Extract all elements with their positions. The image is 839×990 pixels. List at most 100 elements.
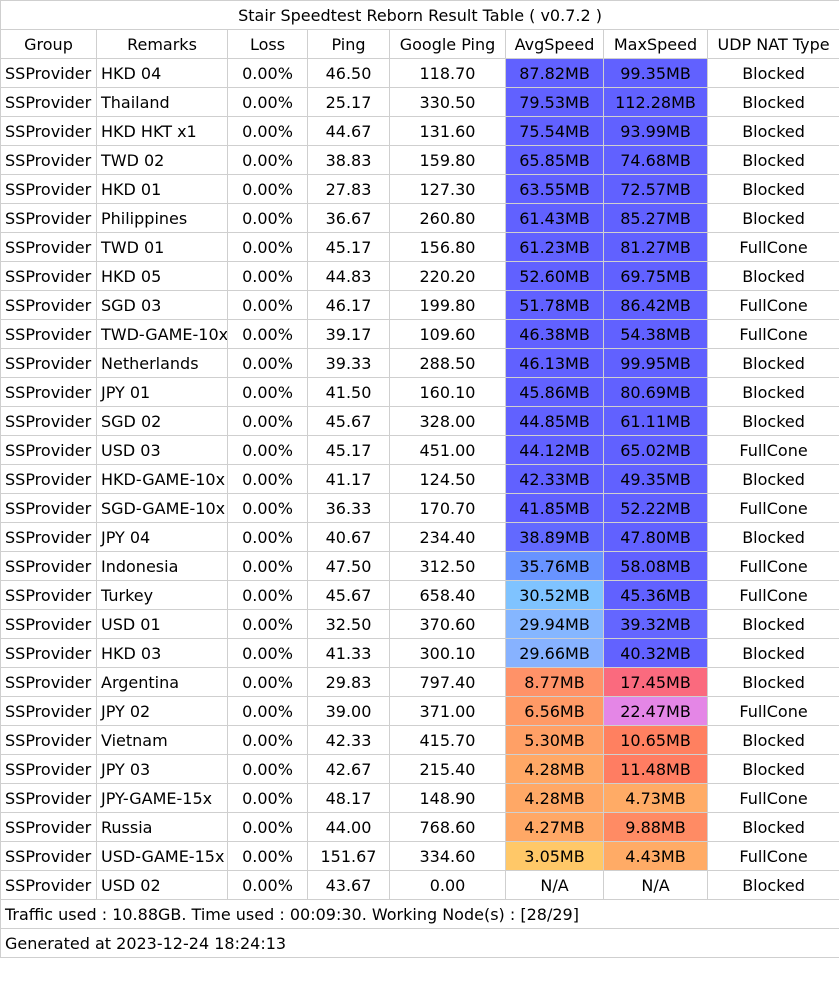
cell-ping: 36.33 — [307, 493, 390, 523]
cell-avg-speed: 44.12MB — [505, 435, 604, 465]
cell-avg-speed: 61.23MB — [505, 232, 604, 262]
cell-max-speed: 74.68MB — [603, 145, 708, 175]
cell-loss: 0.00% — [227, 203, 308, 233]
cell-remarks: HKD 03 — [96, 638, 228, 668]
cell-group: SSProvider — [0, 261, 97, 291]
cell-avg-speed: 29.94MB — [505, 609, 604, 639]
cell-avg-speed: 4.27MB — [505, 812, 604, 842]
cell-remarks: TWD 01 — [96, 232, 228, 262]
cell-loss: 0.00% — [227, 667, 308, 697]
cell-group: SSProvider — [0, 145, 97, 175]
cell-loss: 0.00% — [227, 232, 308, 262]
cell-remarks: USD-GAME-15x — [96, 841, 228, 871]
cell-avg-speed: 41.85MB — [505, 493, 604, 523]
cell-avg-speed: 46.38MB — [505, 319, 604, 349]
cell-group: SSProvider — [0, 464, 97, 494]
cell-google-ping: 118.70 — [389, 58, 506, 88]
cell-avg-speed: 42.33MB — [505, 464, 604, 494]
cell-group: SSProvider — [0, 725, 97, 755]
cell-udp-nat-type: Blocked — [706, 522, 839, 552]
cell-avg-speed: 5.30MB — [505, 725, 604, 755]
cell-loss: 0.00% — [227, 116, 308, 146]
cell-google-ping: 288.50 — [389, 348, 506, 378]
cell-google-ping: 127.30 — [389, 174, 506, 204]
table-row: SSProvider Netherlands 0.00% 39.33 288.50 46.… — [0, 348, 839, 378]
cell-group: SSProvider — [0, 319, 97, 349]
cell-udp-nat-type: Blocked — [706, 464, 839, 494]
cell-loss: 0.00% — [227, 870, 308, 900]
cell-ping: 47.50 — [307, 551, 390, 581]
cell-remarks: Argentina — [96, 667, 228, 697]
cell-remarks: USD 01 — [96, 609, 228, 639]
cell-group: SSProvider — [0, 493, 97, 523]
cell-ping: 44.83 — [307, 261, 390, 291]
cell-max-speed: 81.27MB — [603, 232, 708, 262]
cell-ping: 41.33 — [307, 638, 390, 668]
cell-ping: 32.50 — [307, 609, 390, 639]
cell-google-ping: 199.80 — [389, 290, 506, 320]
cell-ping: 42.67 — [307, 754, 390, 784]
column-header-avg-speed: AvgSpeed — [505, 29, 604, 59]
cell-avg-speed: 51.78MB — [505, 290, 604, 320]
cell-avg-speed: 30.52MB — [505, 580, 604, 610]
cell-group: SSProvider — [0, 551, 97, 581]
footer-row-traffic: Traffic used : 10.88GB. Time used : 00:0… — [0, 899, 839, 929]
cell-group: SSProvider — [0, 870, 97, 900]
cell-loss: 0.00% — [227, 58, 308, 88]
table-row: SSProvider USD 02 0.00% 43.67 0.00 N/A N/A Bloc… — [0, 870, 839, 900]
cell-group: SSProvider — [0, 203, 97, 233]
cell-group: SSProvider — [0, 638, 97, 668]
cell-google-ping: 370.60 — [389, 609, 506, 639]
cell-loss: 0.00% — [227, 609, 308, 639]
cell-max-speed: 85.27MB — [603, 203, 708, 233]
cell-udp-nat-type: Blocked — [706, 174, 839, 204]
cell-remarks: Vietnam — [96, 725, 228, 755]
cell-udp-nat-type: Blocked — [706, 203, 839, 233]
cell-ping: 43.67 — [307, 870, 390, 900]
cell-google-ping: 160.10 — [389, 377, 506, 407]
table-row: SSProvider USD 01 0.00% 32.50 370.60 29.94MB 3… — [0, 609, 839, 639]
table-row: SSProvider TWD 02 0.00% 38.83 159.80 65.85MB 7… — [0, 145, 839, 175]
table-row: SSProvider USD-GAME-15x 0.00% 151.67 334.60 3… — [0, 841, 839, 871]
cell-group: SSProvider — [0, 522, 97, 552]
cell-google-ping: 159.80 — [389, 145, 506, 175]
column-header-group: Group — [0, 29, 97, 59]
table-row: SSProvider SGD 03 0.00% 46.17 199.80 51.78MB 8… — [0, 290, 839, 320]
cell-loss: 0.00% — [227, 261, 308, 291]
cell-loss: 0.00% — [227, 87, 308, 117]
cell-google-ping: 330.50 — [389, 87, 506, 117]
cell-remarks: SGD 02 — [96, 406, 228, 436]
cell-remarks: HKD-GAME-10x — [96, 464, 228, 494]
cell-google-ping: 415.70 — [389, 725, 506, 755]
cell-group: SSProvider — [0, 406, 97, 436]
cell-google-ping: 220.20 — [389, 261, 506, 291]
cell-google-ping: 328.00 — [389, 406, 506, 436]
table-row: SSProvider TWD 01 0.00% 45.17 156.80 61.23MB 8… — [0, 232, 839, 262]
cell-udp-nat-type: FullCone — [706, 493, 839, 523]
cell-max-speed: 69.75MB — [603, 261, 708, 291]
cell-remarks: HKD 04 — [96, 58, 228, 88]
cell-remarks: TWD 02 — [96, 145, 228, 175]
cell-udp-nat-type: Blocked — [706, 667, 839, 697]
cell-remarks: SGD-GAME-10x — [96, 493, 228, 523]
cell-group: SSProvider — [0, 580, 97, 610]
table-title: Stair Speedtest Reborn Result Table ( v0… — [0, 0, 839, 30]
cell-remarks: JPY 04 — [96, 522, 228, 552]
cell-group: SSProvider — [0, 348, 97, 378]
cell-group: SSProvider — [0, 58, 97, 88]
table-row: SSProvider Turkey 0.00% 45.67 658.40 30.52MB 4… — [0, 580, 839, 610]
cell-group: SSProvider — [0, 290, 97, 320]
cell-remarks: Thailand — [96, 87, 228, 117]
cell-udp-nat-type: FullCone — [706, 580, 839, 610]
cell-google-ping: 215.40 — [389, 754, 506, 784]
table-row: SSProvider JPY-GAME-15x 0.00% 48.17 148.90 4.… — [0, 783, 839, 813]
cell-loss: 0.00% — [227, 841, 308, 871]
cell-group: SSProvider — [0, 377, 97, 407]
cell-loss: 0.00% — [227, 812, 308, 842]
cell-avg-speed: 87.82MB — [505, 58, 604, 88]
table-row: SSProvider SGD 02 0.00% 45.67 328.00 44.85MB 6… — [0, 406, 839, 436]
table-row: SSProvider TWD-GAME-10x 0.00% 39.17 109.60 46… — [0, 319, 839, 349]
cell-max-speed: 40.32MB — [603, 638, 708, 668]
cell-avg-speed: 65.85MB — [505, 145, 604, 175]
cell-remarks: Russia — [96, 812, 228, 842]
